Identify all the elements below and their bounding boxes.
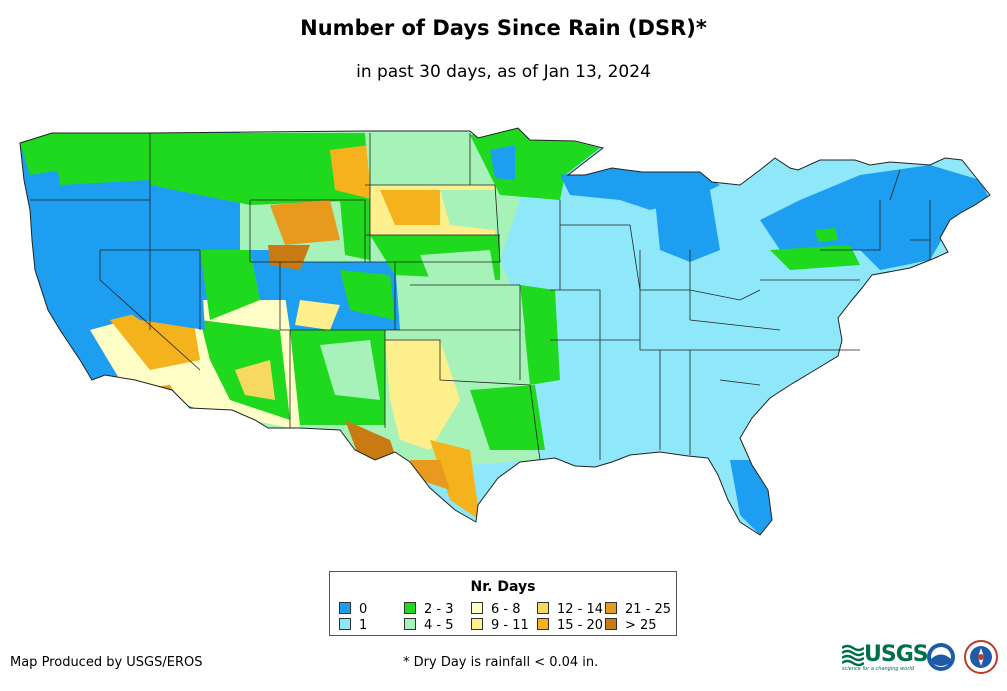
nws-logo-icon [964, 640, 998, 674]
map-subtitle: in past 30 days, as of Jan 13, 2024 [356, 62, 651, 82]
legend-item-1: 1 [339, 618, 367, 633]
us-dsr-map [19, 127, 991, 536]
legend-item-2-3: 2 - 3 [404, 602, 454, 617]
legend-item-12-14: 12 - 14 [537, 602, 603, 617]
map-title: Number of Days Since Rain (DSR)* [300, 16, 707, 40]
legend-swatch [605, 618, 617, 630]
map-legend: Nr. Days 0 1 2 - 3 4 - 5 6 - 8 9 - 11 12… [329, 571, 677, 636]
legend-item-6-8: 6 - 8 [471, 602, 521, 617]
legend-swatch [339, 618, 351, 630]
legend-swatch [339, 602, 351, 614]
legend-swatch [537, 618, 549, 630]
legend-swatch [404, 602, 416, 614]
legend-swatch [605, 602, 617, 614]
legend-item-0: 0 [339, 602, 367, 617]
legend-title: Nr. Days [470, 579, 536, 595]
dry-day-note: * Dry Day is rainfall < 0.04 in. [403, 655, 599, 670]
usgs-wave-icon [842, 644, 864, 667]
legend-item-9-11: 9 - 11 [471, 618, 529, 633]
legend-item-15-20: 15 - 20 [537, 618, 603, 633]
legend-swatch [471, 618, 483, 630]
legend-item-4-5: 4 - 5 [404, 618, 454, 633]
legend-swatch [404, 618, 416, 630]
legend-swatch [471, 602, 483, 614]
legend-item-gt-25: > 25 [605, 618, 657, 633]
usgs-logo: USGS [864, 642, 929, 667]
credit-text: Map Produced by USGS/EROS [10, 655, 203, 670]
agency-logos: USGS science for a changing world [842, 640, 1002, 680]
legend-item-21-25: 21 - 25 [605, 602, 671, 617]
usgs-tagline: science for a changing world [842, 666, 914, 672]
legend-swatch [537, 602, 549, 614]
noaa-logo-icon [927, 643, 955, 671]
state-boundaries [30, 133, 931, 461]
